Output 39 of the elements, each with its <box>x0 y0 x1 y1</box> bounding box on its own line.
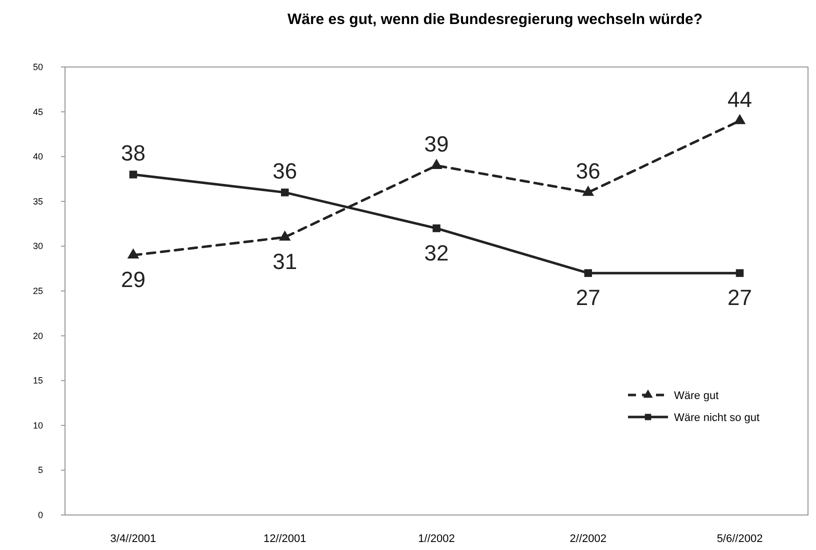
data-label: 31 <box>272 249 298 274</box>
x-tick-label: 5/6//2002 <box>716 533 763 545</box>
point <box>584 269 592 277</box>
point <box>432 224 440 232</box>
y-tick-label: 0 <box>38 510 43 520</box>
x-tick-label: 1//2002 <box>418 533 455 545</box>
point <box>129 170 138 178</box>
y-tick-label: 45 <box>32 106 43 117</box>
x-tick-label: 12//2001 <box>263 533 306 545</box>
y-tick-label: 15 <box>32 376 43 386</box>
point <box>278 230 291 241</box>
point <box>280 188 289 196</box>
point <box>430 158 442 169</box>
y-tick-label: 25 <box>32 286 43 296</box>
y-tick-label: 10 <box>32 420 43 430</box>
data-label: 32 <box>424 240 449 266</box>
point <box>734 114 746 124</box>
y-tick-label: 20 <box>32 330 43 341</box>
legend-label: Wäre gut <box>674 390 719 402</box>
y-tick-label: 35 <box>32 196 43 206</box>
y-tick-label: 30 <box>32 241 43 252</box>
data-label: 27 <box>576 285 600 310</box>
x-tick-label: 3/4//2001 <box>110 533 156 545</box>
data-label: 36 <box>272 158 298 184</box>
data-label: 39 <box>424 132 449 157</box>
data-label: 36 <box>576 158 600 184</box>
x-tick-label: 2//2002 <box>570 533 606 545</box>
y-tick-label: 5 <box>38 465 43 476</box>
point <box>736 269 744 277</box>
point <box>582 186 594 196</box>
legend-label: Wäre nicht so gut <box>674 412 760 424</box>
y-tick-label: 40 <box>32 152 43 162</box>
chart-title: Wäre es gut, wenn die Bundesregierung wechseln würde? <box>287 11 703 28</box>
data-label: 44 <box>728 86 752 112</box>
y-tick-label: 50 <box>32 62 43 72</box>
data-label: 27 <box>728 285 752 310</box>
data-label: 38 <box>120 140 146 166</box>
data-label: 29 <box>120 267 146 292</box>
point <box>127 248 140 259</box>
